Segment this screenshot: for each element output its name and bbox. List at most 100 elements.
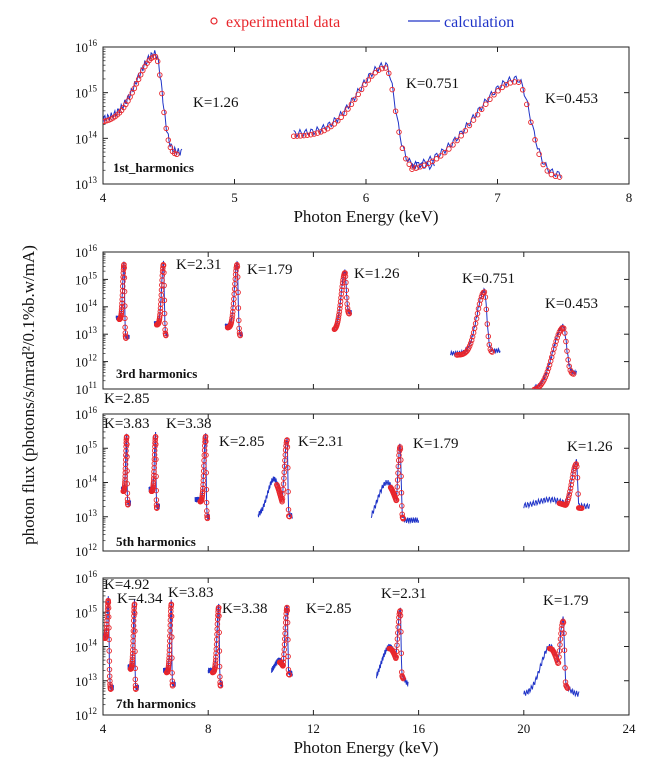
experimental-point (161, 269, 167, 276)
experimental-point (124, 441, 130, 448)
k-value-label: K=1.79 (247, 262, 293, 278)
experimental-point (352, 96, 358, 103)
experimental-point (567, 485, 574, 491)
y-tick-label: 1016 (75, 405, 98, 422)
experimental-point (169, 683, 176, 689)
experimental-point (395, 630, 401, 636)
experimental-point (129, 90, 135, 96)
experimental-point (396, 452, 402, 458)
experimental-point (545, 365, 552, 372)
experimental-point (280, 481, 287, 487)
experimental-point (446, 146, 452, 152)
experimental-point (301, 132, 307, 139)
experimental-point (398, 629, 404, 635)
experimental-point (284, 619, 291, 626)
experimental-point (365, 77, 372, 83)
k-value-label: K=2.85 (219, 434, 265, 450)
k-value-label: K=2.85 (306, 601, 352, 617)
experimental-point (429, 158, 436, 165)
panel-3rd-harmonics: 1011 1012 1013 1014 1015 1016 K=2.85 K=2.31 K=1.… (75, 243, 630, 407)
experimental-point (560, 619, 567, 626)
experimental-point (122, 476, 128, 483)
experimental-point (107, 678, 113, 684)
k-value-label: K=4.34 (117, 591, 163, 607)
experimental-point (394, 642, 400, 648)
experimental-point (473, 315, 480, 322)
y-tick-label: 1012 (75, 353, 97, 370)
experimental-point (281, 463, 288, 470)
experimental-point (454, 137, 460, 144)
experimental-point (555, 331, 562, 338)
legend-calculation-label: calculation (444, 14, 514, 31)
experimental-point (163, 332, 169, 339)
experimental-point (564, 685, 571, 691)
experimental-point (400, 675, 406, 682)
experimental-point (131, 610, 138, 616)
experimental-point (399, 145, 406, 152)
experimental-point (564, 348, 570, 354)
experimental-point (442, 149, 448, 156)
experimental-point (348, 101, 355, 108)
experimental-point (131, 85, 138, 92)
experimental-point (337, 298, 344, 305)
experimental-point (204, 512, 210, 519)
experimental-point (487, 96, 493, 103)
experimental-point (166, 651, 173, 658)
y-tick-label: 1016 (75, 569, 98, 586)
experimental-point (569, 478, 575, 484)
legend: experimental data calculation (210, 14, 514, 31)
experimental-point (573, 461, 579, 467)
experimental-point (375, 67, 382, 73)
experimental-point (481, 289, 488, 295)
experimental-point (132, 628, 138, 634)
plot-frame (102, 251, 630, 390)
y-tick-label: 1013 (75, 325, 98, 342)
experimental-point (565, 496, 571, 503)
y-tick-label: 1014 (75, 129, 98, 146)
experimental-point (121, 274, 128, 281)
experimental-point (570, 371, 577, 377)
experimental-point (284, 444, 291, 450)
y-tick-label: 1013 (75, 672, 98, 689)
experimental-point (362, 81, 368, 88)
experimental-point (124, 480, 130, 487)
curves (103, 50, 563, 180)
experimental-point (396, 129, 402, 135)
experimental-point (395, 463, 402, 470)
experimental-point (131, 613, 137, 619)
panel-7th-harmonics: 1012 1013 1014 1015 1016 4 8 12 16 20 24 Photon Ene… (75, 569, 636, 757)
experimental-point (166, 658, 172, 664)
y-tick-label: 1016 (75, 243, 98, 260)
k-value-label: K=2.31 (176, 257, 222, 273)
experimental-point (118, 309, 125, 315)
experimental-point (556, 654, 562, 660)
experimental-point (212, 657, 219, 663)
experimental-point (217, 683, 224, 689)
experimental-point (168, 605, 174, 611)
experimental-point (213, 654, 219, 660)
experimental-point (285, 465, 291, 471)
experimental-point (105, 605, 112, 611)
experimental-point (165, 137, 172, 143)
experimental-point (285, 488, 291, 495)
experimental-point (524, 101, 530, 108)
x-tick-label: 20 (517, 721, 530, 736)
experimental-point (132, 676, 139, 683)
experimental-point (279, 498, 285, 505)
experimental-point (104, 606, 111, 612)
experimental-point (203, 452, 209, 458)
experimental-point (200, 481, 206, 488)
experimental-point (132, 682, 139, 689)
experimental-point (130, 633, 137, 639)
experimental-point (280, 659, 287, 665)
experimental-point (561, 647, 568, 653)
experimental-point (369, 73, 375, 79)
y-tick-label: 1012 (75, 706, 97, 723)
experimental-point (107, 686, 114, 692)
harmonic-label: 5th harmonics (116, 534, 196, 549)
k-value-label: K=3.83 (168, 585, 214, 601)
curves (103, 596, 580, 698)
experimental-point (216, 648, 223, 654)
experimental-point (130, 622, 137, 629)
experimental-point (153, 473, 159, 480)
